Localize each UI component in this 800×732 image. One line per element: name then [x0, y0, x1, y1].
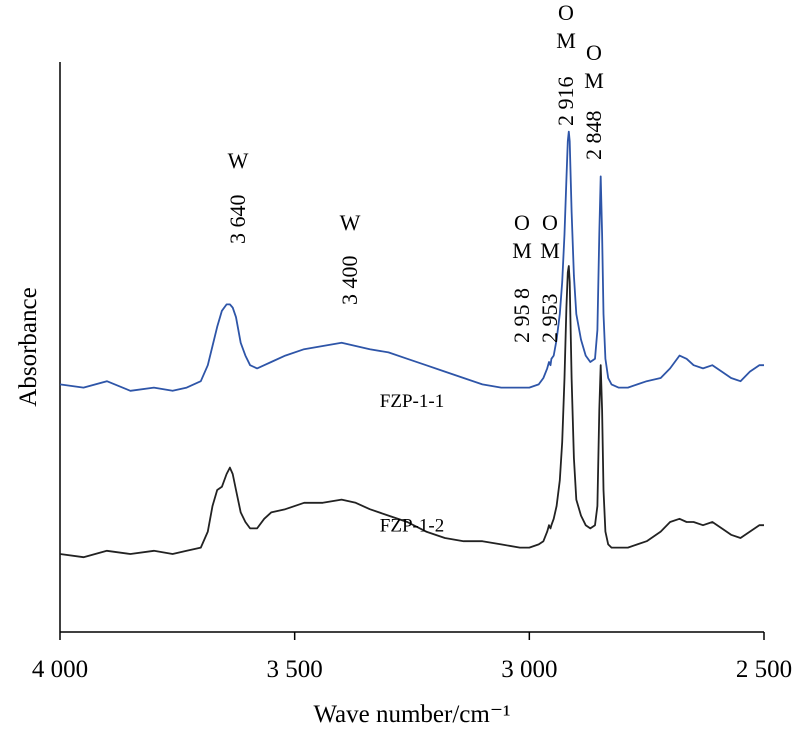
peak-group-letter: O [542, 210, 558, 235]
peak-annotation: W 3 400 [337, 210, 362, 305]
peak-group-letter: M [512, 238, 532, 263]
series-line-2 [59, 265, 764, 559]
peak-annotation: OM 2 848 [581, 40, 606, 160]
peak-wavenumber-label: 3 640 [225, 195, 250, 245]
peak-wavenumber-label: 2 95 8 [509, 288, 534, 343]
peak-wavenumber-label: 2 916 [553, 77, 578, 127]
peak-group-letter: O [586, 40, 602, 65]
x-tick-label: 2 500 [736, 656, 792, 683]
peak-wavenumber-label: 2 953 [537, 294, 562, 344]
y-axis-label: Absorbance [15, 287, 42, 406]
x-axis-label: Wave number/cm⁻¹ [313, 701, 510, 728]
series-label: FZP-1-1 [380, 391, 444, 412]
peak-annotation: OM 2 916 [553, 0, 578, 126]
peak-annotation: W 3 640 [225, 148, 250, 244]
peak-annotation: OM 2 95 8 [509, 210, 534, 343]
peak-group-letter: W [340, 210, 361, 235]
peak-wavenumber-label: 3 400 [337, 256, 362, 306]
peak-group-letter: W [228, 148, 249, 173]
plot-area: FZP-1-1 FZP-1-2 [59, 130, 764, 559]
peak-group-letter: M [540, 238, 560, 263]
x-tick-label: 4 000 [32, 656, 88, 683]
axes: 4 000 3 500 3 000 2 500 [32, 62, 792, 683]
peak-group-letter: M [556, 28, 576, 53]
series-label: FZP-1-2 [380, 516, 444, 537]
peak-group-letter: O [558, 0, 574, 25]
series-line-1 [59, 130, 764, 392]
x-tick-label: 3 000 [501, 656, 557, 683]
peak-annotation: OM 2 953 [537, 210, 562, 343]
peak-group-letter: O [514, 210, 530, 235]
x-tick-label: 3 500 [267, 656, 323, 683]
peak-group-letter: M [584, 68, 604, 93]
peak-wavenumber-label: 2 848 [581, 111, 606, 161]
